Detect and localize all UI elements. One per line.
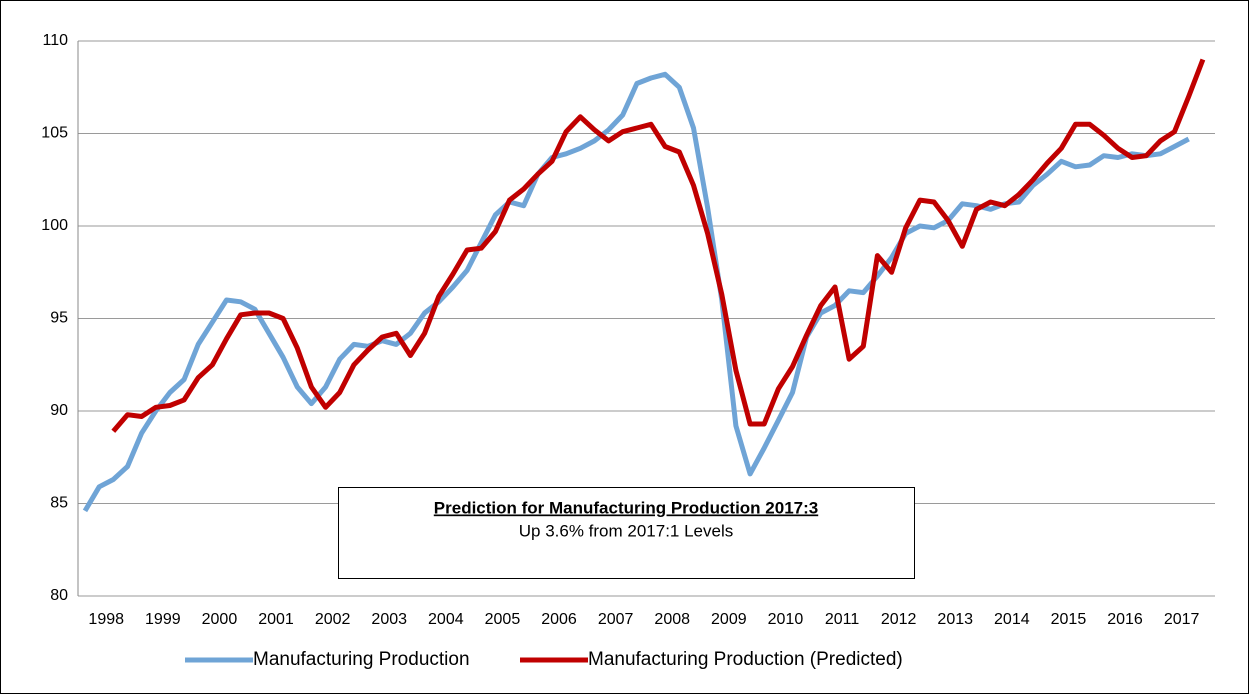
x-tick-label: 2001: [258, 611, 294, 628]
x-tick-label: 2002: [315, 611, 351, 628]
x-tick-label: 2013: [937, 611, 973, 628]
annotation-text: Up 3.6% from 2017:1 Levels: [519, 521, 734, 540]
x-tick-label: 2006: [541, 611, 577, 628]
y-tick-label: 85: [50, 495, 68, 512]
y-tick-label: 105: [41, 125, 68, 142]
x-tick-label: 2000: [202, 611, 238, 628]
y-tick-label: 80: [50, 587, 68, 604]
annotation-box: [338, 487, 915, 579]
y-tick-label: 95: [50, 310, 68, 327]
legend-label: Manufacturing Production: [253, 649, 470, 670]
y-tick-label: 110: [42, 32, 68, 49]
x-tick-label: 2005: [485, 611, 521, 628]
legend-label: Manufacturing Production (Predicted): [588, 649, 903, 670]
y-tick-label: 100: [41, 217, 68, 234]
x-tick-label: 2010: [768, 611, 804, 628]
x-tick-label: 2015: [1051, 611, 1087, 628]
y-tick-label: 90: [50, 402, 68, 419]
x-tick-label: 2016: [1107, 611, 1143, 628]
x-tick-label: 2011: [825, 611, 860, 628]
x-tick-label: 2014: [994, 611, 1030, 628]
legend: Manufacturing Production Manufacturing Pr…: [185, 649, 903, 670]
grid: 80 85 90 95 100 105 110 1998 1999 2000 2001 2002 200…: [41, 32, 1215, 628]
x-tick-label: 2003: [371, 611, 407, 628]
series-line: [111, 58, 1206, 433]
x-tick-label: 2008: [654, 611, 690, 628]
x-tick-label: 2004: [428, 611, 464, 628]
x-tick-label: 2012: [881, 611, 917, 628]
lines: [82, 58, 1206, 513]
x-tick-label: 1998: [88, 611, 124, 628]
x-tick-label: 2017: [1164, 611, 1200, 628]
x-tick-label: 2007: [598, 611, 634, 628]
x-tick-label: 1999: [145, 611, 181, 628]
annotation-title: Prediction for Manufacturing Production …: [434, 498, 818, 517]
x-tick-label: 2009: [711, 611, 747, 628]
